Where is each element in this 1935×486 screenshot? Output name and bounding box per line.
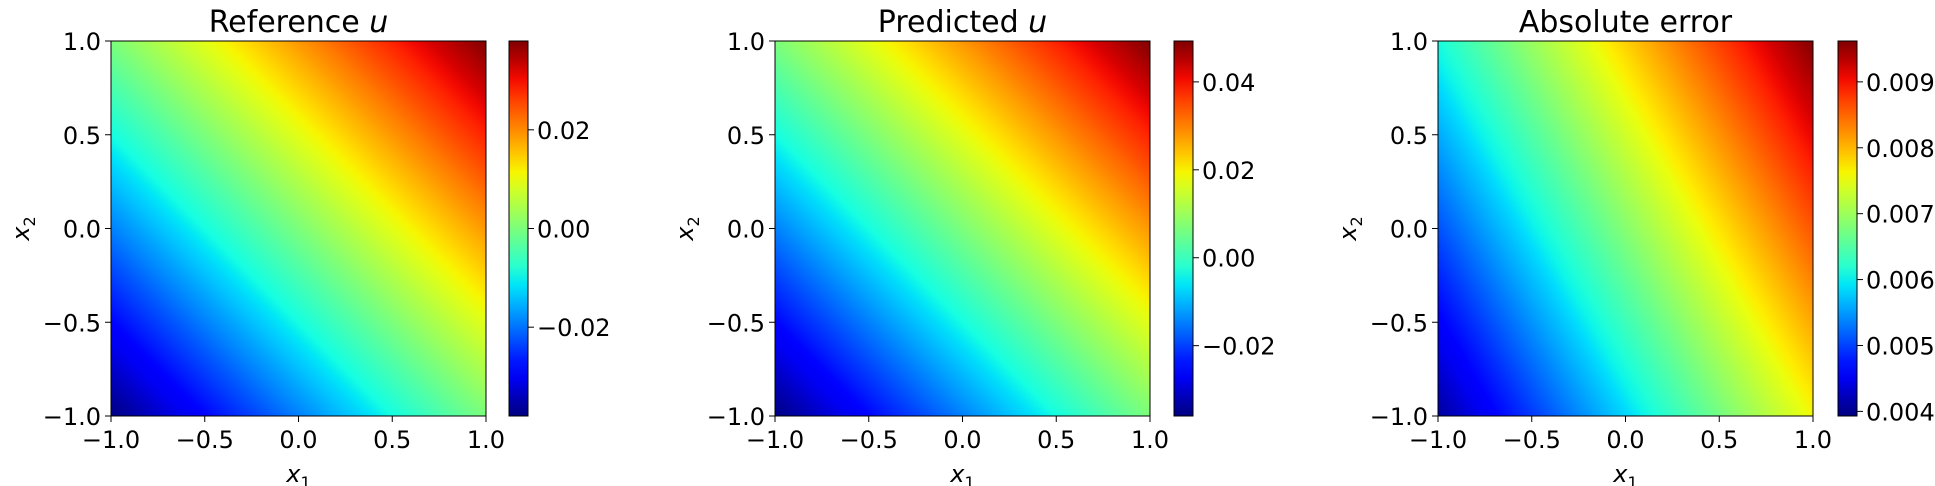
colorbar: −0.02 0.00 0.02 bbox=[508, 40, 611, 417]
y-tick-label: 0.0 bbox=[1390, 216, 1428, 244]
colorbar-gradient bbox=[1838, 41, 1857, 416]
colorbar-tick-label: 0.00 bbox=[537, 216, 590, 244]
x-tick-label: 0.0 bbox=[1606, 426, 1644, 454]
colorbar-gradient bbox=[1174, 41, 1193, 416]
y-tick-label: −0.5 bbox=[1370, 309, 1428, 337]
panel-1: −1.0 −0.5 0.0 0.5 1.0 −1.0 −0.5 0.0 0.5 1.0 Refere… bbox=[7, 5, 611, 486]
y-tick-label: 0.0 bbox=[727, 216, 765, 244]
y-tick-label: −1.0 bbox=[707, 403, 765, 431]
colorbar-tick-label: 0.009 bbox=[1866, 69, 1935, 97]
colorbar-tick-label: 0.005 bbox=[1866, 332, 1935, 360]
colorbar-tick-label: 0.04 bbox=[1202, 69, 1255, 97]
colorbar-tick-label: 0.004 bbox=[1866, 398, 1935, 426]
colorbar-tick-label: 0.006 bbox=[1866, 267, 1935, 295]
colorbar-tick-label: 0.02 bbox=[537, 117, 590, 145]
colorbar-tick-label: 0.008 bbox=[1866, 135, 1935, 163]
x-tick-label: −0.5 bbox=[1503, 426, 1561, 454]
y-tick-label: −1.0 bbox=[43, 403, 101, 431]
x-axis-label: x1 bbox=[949, 460, 974, 486]
y-tick-label: −1.0 bbox=[1370, 403, 1428, 431]
y-axis-label: x2 bbox=[671, 216, 703, 241]
y-axis-label: x2 bbox=[7, 216, 39, 241]
colorbar-frame bbox=[1173, 40, 1194, 417]
heatmap-field bbox=[1438, 41, 1813, 416]
colorbar-tick-label: 0.00 bbox=[1202, 245, 1255, 273]
x-tick-label: −1.0 bbox=[746, 426, 804, 454]
x-tick-label: 1.0 bbox=[467, 426, 505, 454]
x-tick-label: 1.0 bbox=[1131, 426, 1169, 454]
y-tick-label: −0.5 bbox=[43, 309, 101, 337]
x-tick-label: 0.5 bbox=[1700, 426, 1738, 454]
y-tick-label: 0.5 bbox=[1390, 122, 1428, 150]
x-tick-label: 1.0 bbox=[1794, 426, 1832, 454]
x-tick-label: −1.0 bbox=[1409, 426, 1467, 454]
chart-title: Predicted u bbox=[878, 5, 1047, 40]
y-axis-label: x2 bbox=[1334, 216, 1366, 241]
chart-title: Reference u bbox=[209, 5, 389, 40]
y-tick-label: 0.5 bbox=[727, 122, 765, 150]
x-tick-label: −0.5 bbox=[176, 426, 234, 454]
panel-3: −1.0 −0.5 0.0 0.5 1.0 −1.0 −0.5 0.0 0.5 1.0 Absolu… bbox=[1334, 5, 1935, 486]
colorbar-tick-label: 0.007 bbox=[1866, 201, 1935, 229]
x-tick-label: 0.5 bbox=[1037, 426, 1075, 454]
y-tick-label: −0.5 bbox=[707, 309, 765, 337]
heatmap-field bbox=[775, 41, 1150, 416]
y-tick-label: 1.0 bbox=[727, 28, 765, 56]
colorbar-tick-label: 0.02 bbox=[1202, 157, 1255, 185]
chart-title: Absolute error bbox=[1519, 5, 1733, 40]
colorbar: −0.02 0.00 0.02 0.04 bbox=[1173, 40, 1276, 417]
x-tick-label: −0.5 bbox=[840, 426, 898, 454]
colorbar: 0.004 0.005 0.006 0.007 0.008 0.009 bbox=[1837, 40, 1935, 426]
x-tick-label: 0.0 bbox=[943, 426, 981, 454]
colorbar-gradient bbox=[509, 41, 528, 416]
colorbar-tick-label: −0.02 bbox=[537, 314, 611, 342]
y-tick-label: 0.0 bbox=[63, 216, 101, 244]
y-tick-label: 1.0 bbox=[63, 28, 101, 56]
y-tick-label: 0.5 bbox=[63, 122, 101, 150]
x-tick-label: −1.0 bbox=[82, 426, 140, 454]
x-tick-label: 0.0 bbox=[279, 426, 317, 454]
heatmap-field bbox=[111, 41, 486, 416]
colorbar-tick-label: −0.02 bbox=[1202, 333, 1276, 361]
colorbar-frame bbox=[1837, 40, 1858, 417]
x-tick-label: 0.5 bbox=[373, 426, 411, 454]
x-axis-label: x1 bbox=[285, 460, 310, 486]
panel-2: −1.0 −0.5 0.0 0.5 1.0 −1.0 −0.5 0.0 0.5 1.0 Predic… bbox=[671, 5, 1276, 486]
y-tick-label: 1.0 bbox=[1390, 28, 1428, 56]
x-axis-label: x1 bbox=[1612, 460, 1637, 486]
